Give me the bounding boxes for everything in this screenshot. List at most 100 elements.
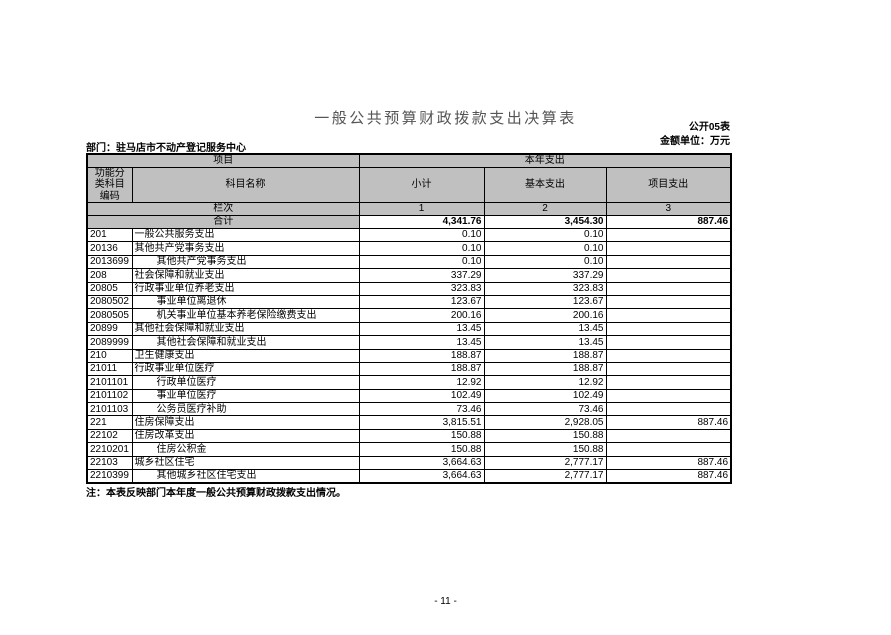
column-index-label: 栏次 <box>86 202 360 216</box>
table-code: 公开05表 <box>688 122 730 133</box>
basic-cell: 150.88 <box>483 442 607 457</box>
subtotal-cell: 3,664.63 <box>358 469 485 484</box>
name-cell: 机关事业单位基本养老保险缴费支出 <box>131 308 360 323</box>
basic-cell: 0.10 <box>483 254 607 270</box>
total-subtotal: 4,341.76 <box>358 215 485 229</box>
project-cell <box>605 361 732 377</box>
name-cell: 行政单位医疗 <box>131 375 360 390</box>
name-cell: 事业单位离退休 <box>131 294 360 310</box>
name-cell: 住房改革支出 <box>131 428 360 444</box>
header-col-code: 功能分类科目编码 <box>86 166 133 203</box>
amount-unit: 金额单位：万元 <box>660 135 730 147</box>
total-basic: 3,454.30 <box>483 215 607 229</box>
subtotal-cell: 12.92 <box>358 375 485 390</box>
total-row: 合计 4,341.76 3,454.30 887.46 <box>86 215 732 229</box>
table-note: 注：本表反映部门本年度一般公共预算财政拨款支出情况。 <box>86 488 346 499</box>
subtotal-cell: 102.49 <box>358 388 485 404</box>
project-cell <box>605 321 732 337</box>
budget-table: 项目 本年支出 功能分类科目编码 科目名称 小计 基本支出 项目支出 栏次 1 … <box>86 153 733 484</box>
total-label: 合计 <box>86 215 360 229</box>
table-row: 2080505 机关事业单位基本养老保险缴费支出 200.16 200.16 <box>86 308 732 323</box>
header-col-basic: 基本支出 <box>483 166 607 203</box>
header-col-name: 科目名称 <box>131 166 360 203</box>
basic-cell: 188.87 <box>483 361 607 377</box>
project-cell <box>605 375 732 390</box>
name-cell: 其他共产党事务支出 <box>131 241 360 256</box>
basic-cell: 102.49 <box>483 388 607 404</box>
name-cell: 行政事业单位医疗 <box>131 361 360 377</box>
column-index-3: 3 <box>605 202 732 216</box>
subtotal-cell: 150.88 <box>358 428 485 444</box>
project-cell <box>605 241 732 256</box>
code-cell: 20136 <box>86 241 133 256</box>
name-cell: 其他城乡社区住宅支出 <box>131 469 360 484</box>
table-meta: 公开05表 金额单位：万元 <box>660 121 730 148</box>
basic-cell: 0.10 <box>483 227 607 243</box>
code-cell: 2210399 <box>86 469 133 484</box>
department-line: 部门：驻马店市不动产登记服务中心 <box>86 143 246 154</box>
table-row: 2089999 其他社会保障和就业支出 13.45 13.45 <box>86 335 732 350</box>
subtotal-cell: 337.29 <box>358 268 485 283</box>
subtotal-cell: 0.10 <box>358 241 485 256</box>
table-row: 20899 其他社会保障和就业支出 13.45 13.45 <box>86 321 732 337</box>
table-row: 20805 行政事业单位养老支出 323.83 323.83 <box>86 281 732 296</box>
code-cell: 22103 <box>86 455 133 471</box>
subtotal-cell: 13.45 <box>358 321 485 337</box>
name-cell: 卫生健康支出 <box>131 348 360 363</box>
project-cell <box>605 402 732 417</box>
project-cell <box>605 442 732 457</box>
basic-cell: 337.29 <box>483 268 607 283</box>
basic-cell: 2,777.17 <box>483 469 607 484</box>
subtotal-cell: 123.67 <box>358 294 485 310</box>
column-index-2: 2 <box>483 202 607 216</box>
table-row: 22103 城乡社区住宅 3,664.63 2,777.17 887.46 <box>86 455 732 471</box>
name-cell: 事业单位医疗 <box>131 388 360 404</box>
code-cell: 210 <box>86 348 133 363</box>
code-cell: 2089999 <box>86 335 133 350</box>
code-cell: 2101101 <box>86 375 133 390</box>
subtotal-cell: 73.46 <box>358 402 485 417</box>
table-row: 2210201 住房公积金 150.88 150.88 <box>86 442 732 457</box>
code-cell: 2080502 <box>86 294 133 310</box>
table-row: 20136 其他共产党事务支出 0.10 0.10 <box>86 241 732 256</box>
project-cell <box>605 388 732 404</box>
table-row: 210 卫生健康支出 188.87 188.87 <box>86 348 732 363</box>
table-row: 221 住房保障支出 3,815.51 2,928.05 887.46 <box>86 415 732 430</box>
project-cell <box>605 294 732 310</box>
table-row: 2101102 事业单位医疗 102.49 102.49 <box>86 388 732 404</box>
basic-cell: 188.87 <box>483 348 607 363</box>
basic-cell: 12.92 <box>483 375 607 390</box>
project-cell <box>605 335 732 350</box>
project-cell <box>605 428 732 444</box>
header-col-project: 项目支出 <box>605 166 732 203</box>
basic-cell: 13.45 <box>483 321 607 337</box>
subtotal-cell: 200.16 <box>358 308 485 323</box>
project-cell <box>605 308 732 323</box>
subtotal-cell: 150.88 <box>358 442 485 457</box>
basic-cell: 150.88 <box>483 428 607 444</box>
name-cell: 城乡社区住宅 <box>131 455 360 471</box>
basic-cell: 200.16 <box>483 308 607 323</box>
basic-cell: 13.45 <box>483 335 607 350</box>
table-row: 2210399 其他城乡社区住宅支出 3,664.63 2,777.17 887.46 <box>86 469 732 484</box>
subtotal-cell: 0.10 <box>358 227 485 243</box>
subtotal-cell: 323.83 <box>358 281 485 296</box>
table-row: 2101101 行政单位医疗 12.92 12.92 <box>86 375 732 390</box>
subtotal-cell: 188.87 <box>358 348 485 363</box>
header-columns-row: 功能分类科目编码 科目名称 小计 基本支出 项目支出 <box>86 166 732 203</box>
table-header: 项目 本年支出 功能分类科目编码 科目名称 小计 基本支出 项目支出 栏次 1 … <box>86 153 732 216</box>
name-cell: 住房公积金 <box>131 442 360 457</box>
column-index-1: 1 <box>358 202 485 216</box>
basic-cell: 2,777.17 <box>483 455 607 471</box>
code-cell: 208 <box>86 268 133 283</box>
project-cell <box>605 254 732 270</box>
table-row: 201 一般公共服务支出 0.10 0.10 <box>86 227 732 243</box>
table-row: 2101103 公务员医疗补助 73.46 73.46 <box>86 402 732 417</box>
header-group-row: 项目 本年支出 <box>86 153 732 168</box>
table-row: 2080502 事业单位离退休 123.67 123.67 <box>86 294 732 310</box>
code-cell: 2080505 <box>86 308 133 323</box>
subtotal-cell: 13.45 <box>358 335 485 350</box>
basic-cell: 73.46 <box>483 402 607 417</box>
subtotal-cell: 188.87 <box>358 361 485 377</box>
